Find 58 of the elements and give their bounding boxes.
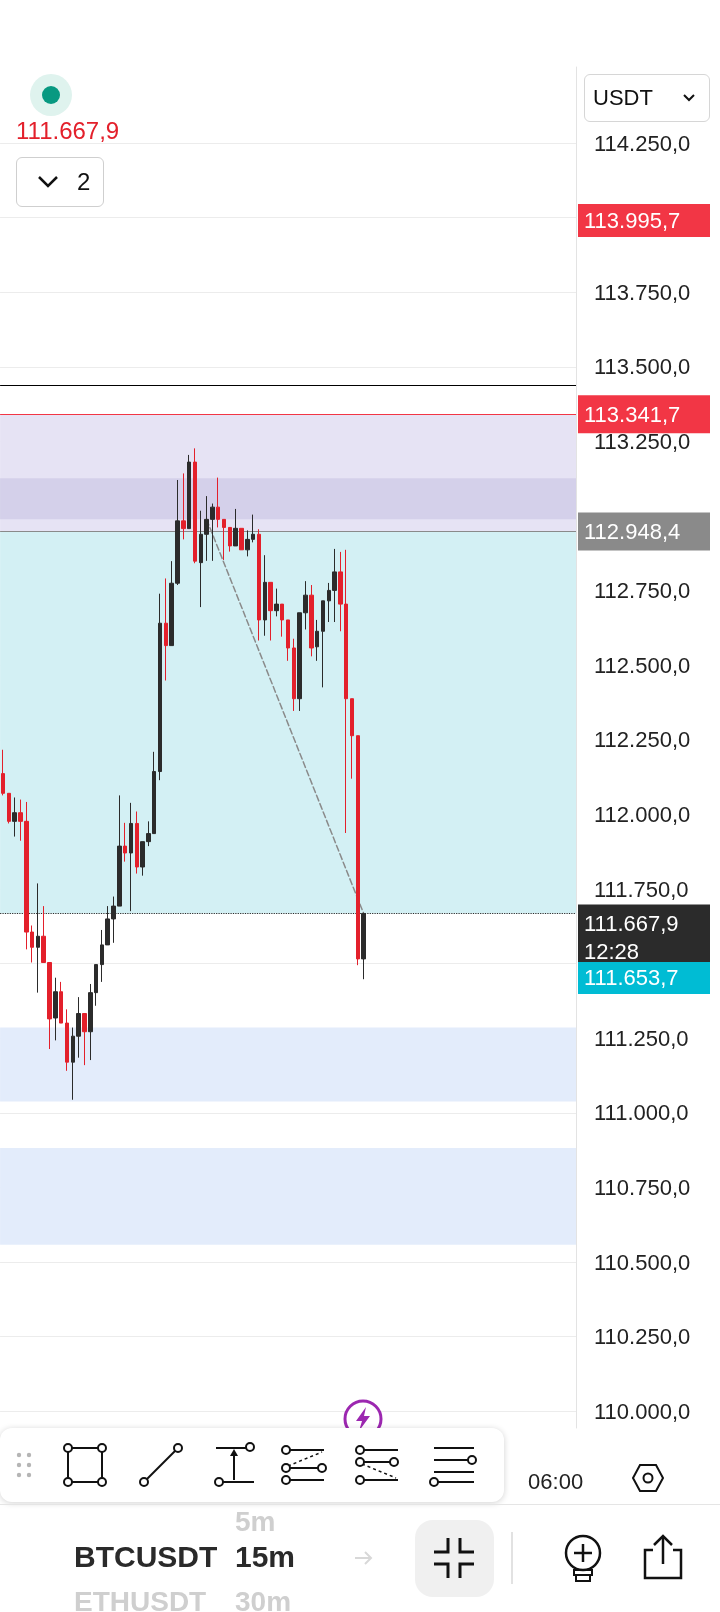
candlestick	[135, 811, 139, 875]
candlestick	[12, 796, 17, 838]
candlestick	[263, 554, 267, 637]
text: 113.995,7	[578, 204, 710, 237]
candlestick	[222, 518, 226, 561]
text: 15m	[235, 1540, 296, 1574]
y-tick-label: 110.500,0	[594, 1249, 691, 1275]
candlestick	[82, 1013, 87, 1066]
candlestick	[7, 792, 11, 824]
candlestick	[123, 822, 127, 863]
candlestick	[280, 603, 284, 638]
candlestick	[257, 528, 261, 642]
y-tick-label: 110.000,0	[594, 1398, 691, 1424]
text: USDT	[593, 85, 653, 111]
y-tick-label: 111.000,0	[594, 1100, 689, 1126]
y-tick-label: 110.250,0	[594, 1324, 691, 1350]
ref-line-label: 111.667,9 12:28	[584, 911, 679, 965]
candlestick	[268, 581, 273, 642]
annotation: 111.667,9	[16, 117, 120, 145]
candlestick	[1, 749, 5, 796]
ref-line-label: 113.341,7	[584, 401, 681, 427]
candlestick	[233, 508, 238, 547]
x-tick-label: 06:00	[528, 1468, 584, 1494]
y-tick-label: 112.250,0	[594, 727, 691, 753]
candlestick	[315, 619, 319, 662]
candlestick	[65, 1008, 69, 1072]
candlestick	[187, 454, 191, 530]
candlestick	[53, 977, 58, 1041]
y-tick-label: 111.750,0	[594, 876, 689, 902]
candlestick	[216, 477, 220, 528]
y-tick-label: 110.750,0	[594, 1174, 691, 1200]
candlestick	[286, 619, 290, 662]
candlestick	[309, 584, 314, 657]
candlestick	[274, 588, 279, 617]
candlestick	[59, 981, 63, 1024]
y-tick-label: 114.250,0	[594, 130, 691, 156]
y-tick-label: 113.750,0	[594, 279, 691, 305]
y-tick-label: 112.500,0	[594, 652, 691, 678]
annotation: 2	[77, 168, 91, 196]
text: 111.653,7	[584, 965, 679, 990]
y-tick-label: 113.500,0	[594, 354, 691, 380]
candlestick	[356, 735, 360, 966]
candlestick	[181, 472, 186, 540]
candlestick	[158, 593, 162, 781]
candlestick	[164, 577, 168, 682]
y-tick-label: 112.750,0	[594, 578, 691, 604]
y-tick-label: 112.000,0	[594, 801, 691, 827]
candlestick	[350, 698, 354, 780]
ref-line-label: 112.948,4	[584, 518, 681, 544]
candlestick	[321, 600, 325, 688]
text: BTCUSDT	[74, 1540, 218, 1574]
candlestick	[239, 527, 244, 551]
y-tick-label: 111.250,0	[594, 1025, 689, 1051]
candlestick	[129, 802, 133, 912]
candlestick	[193, 447, 197, 564]
candlestick	[228, 526, 232, 553]
y-tick-label: 113.250,0	[594, 428, 691, 454]
candlestick	[292, 638, 296, 712]
